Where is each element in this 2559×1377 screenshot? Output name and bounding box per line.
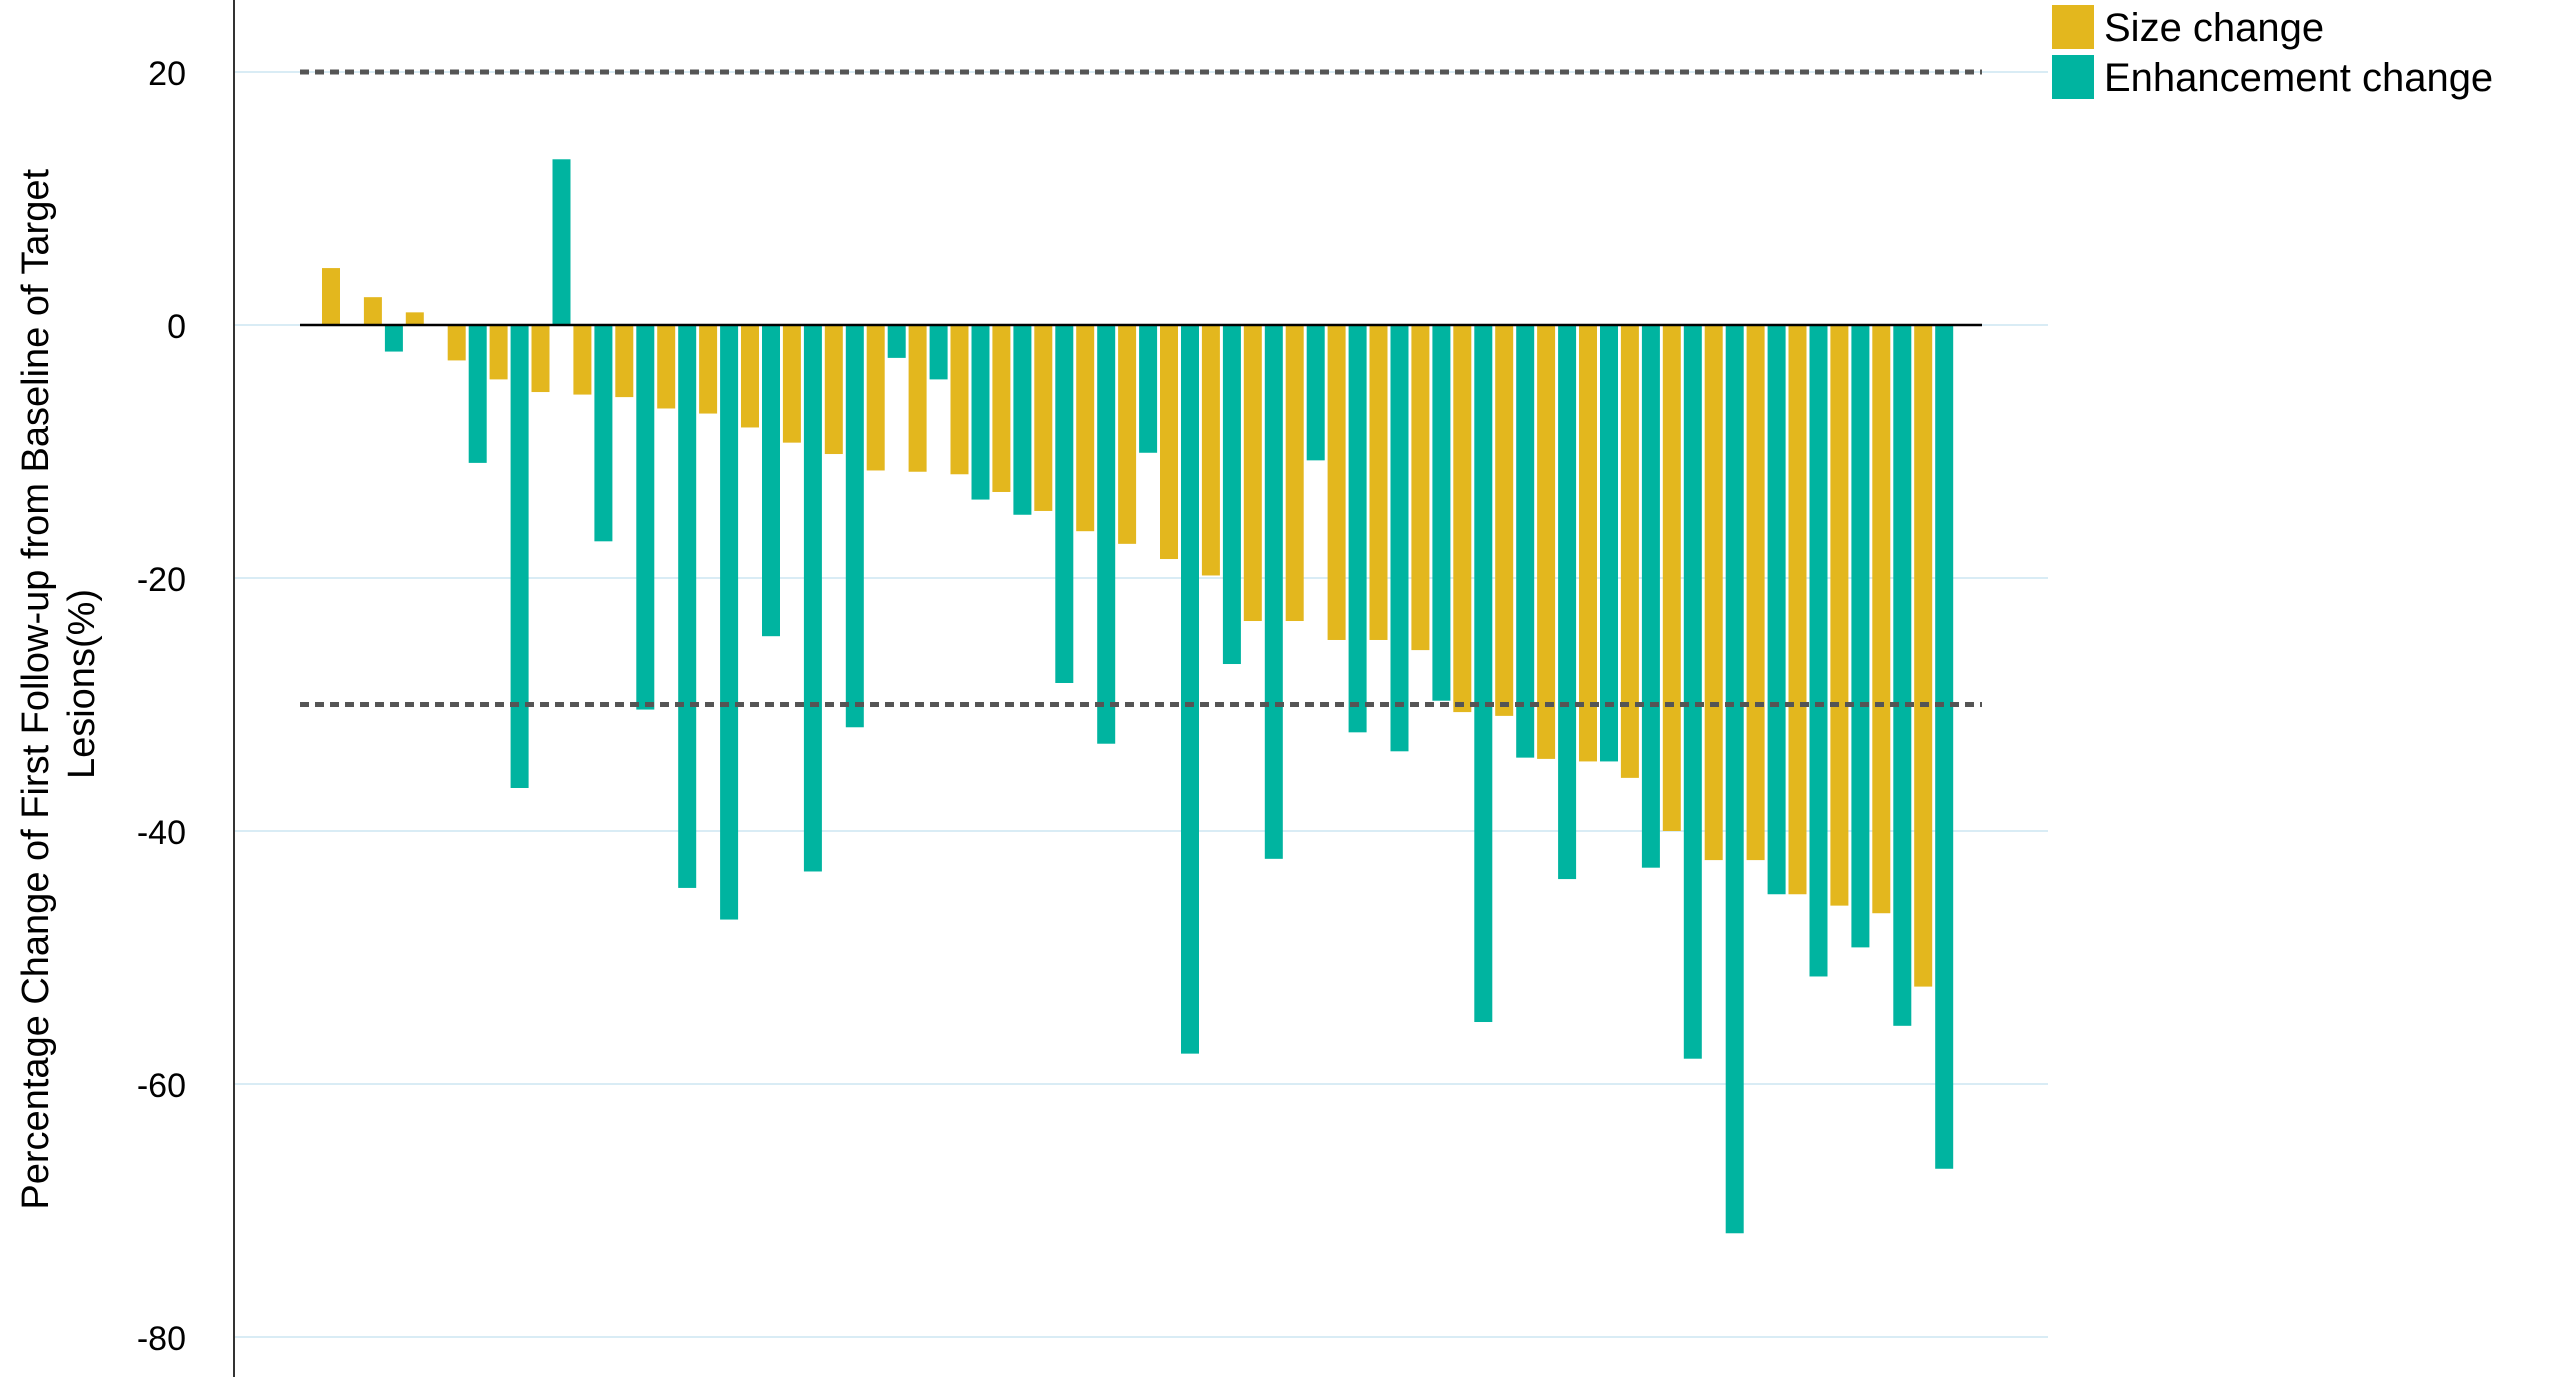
bar-size-change bbox=[1620, 325, 1639, 778]
bar-enhancement-change bbox=[1600, 325, 1618, 762]
bar-enhancement-change bbox=[1222, 325, 1241, 665]
bar-enhancement-change bbox=[1725, 325, 1744, 1234]
y-axis-title-line-2: Lesions(%) bbox=[61, 589, 103, 779]
bar-size-change bbox=[573, 325, 592, 395]
bar-enhancement-change bbox=[1893, 325, 1912, 1026]
bar-enhancement-change bbox=[1348, 325, 1367, 733]
y-tick-label: -60 bbox=[137, 1067, 186, 1105]
bar-size-change bbox=[1118, 325, 1137, 544]
legend: Size change Enhancement change bbox=[2052, 5, 2493, 100]
bar-size-change bbox=[824, 325, 843, 455]
bar-enhancement-change bbox=[1641, 325, 1660, 868]
bar-enhancement-change bbox=[1055, 325, 1074, 683]
bar-enhancement-change bbox=[1013, 325, 1032, 515]
bar-size-change bbox=[1788, 325, 1807, 895]
bar-enhancement-change bbox=[887, 325, 906, 358]
bar-enhancement-change bbox=[1558, 325, 1577, 880]
bar-size-change bbox=[1201, 325, 1220, 576]
bar-size-change bbox=[1369, 325, 1388, 640]
bar-size-change bbox=[1034, 325, 1053, 511]
bar-size-change bbox=[950, 325, 969, 475]
bar-size-change bbox=[657, 325, 676, 409]
bar-size-change bbox=[531, 325, 550, 393]
bar-size-change bbox=[1327, 325, 1346, 640]
bar-enhancement-change bbox=[720, 325, 739, 920]
bar-enhancement-change bbox=[762, 325, 780, 637]
bar-enhancement-change bbox=[1516, 325, 1535, 758]
legend-label-size-change: Size change bbox=[2104, 6, 2324, 50]
bar-size-change bbox=[1537, 325, 1556, 759]
y-axis-title: Percentage Change of First Follow-up fro… bbox=[15, 158, 103, 1209]
bar-enhancement-change bbox=[384, 325, 403, 352]
bar-size-change bbox=[1076, 325, 1095, 532]
y-axis-title-line-1: Percentage Change of First Follow-up fro… bbox=[15, 169, 57, 1210]
y-tick-label: -20 bbox=[137, 561, 186, 599]
y-tick-label: 0 bbox=[167, 308, 186, 346]
bar-enhancement-change bbox=[1767, 325, 1786, 895]
y-tick-label: -80 bbox=[137, 1320, 186, 1358]
legend-swatch-size-change bbox=[2052, 5, 2094, 49]
bar-size-change bbox=[1704, 325, 1723, 861]
bar-size-change bbox=[405, 312, 424, 325]
bar-enhancement-change bbox=[1139, 325, 1158, 453]
bar-size-change bbox=[1914, 325, 1933, 987]
bars bbox=[300, 159, 1982, 1234]
bar-enhancement-change bbox=[1432, 325, 1451, 701]
bar-enhancement-change bbox=[552, 159, 571, 325]
bar-size-change bbox=[1872, 325, 1891, 914]
bar-enhancement-change bbox=[1851, 325, 1870, 948]
y-tick-label: 20 bbox=[148, 55, 186, 93]
bar-size-change bbox=[1662, 325, 1681, 831]
bar-enhancement-change bbox=[1306, 325, 1325, 461]
bar-enhancement-change bbox=[1181, 325, 1199, 1054]
bar-size-change bbox=[866, 325, 885, 471]
bar-size-change bbox=[1453, 325, 1472, 713]
bar-size-change bbox=[1830, 325, 1849, 906]
bar-size-change bbox=[615, 325, 634, 398]
bar-size-change bbox=[447, 325, 466, 361]
legend-label-enhancement-change: Enhancement change bbox=[2104, 56, 2493, 100]
y-tick-label: -40 bbox=[137, 814, 186, 852]
bar-size-change bbox=[1411, 325, 1430, 651]
bar-size-change bbox=[1160, 325, 1178, 560]
bar-enhancement-change bbox=[594, 325, 613, 542]
legend-swatch-enhancement-change bbox=[2052, 55, 2094, 99]
bar-size-change bbox=[782, 325, 801, 443]
bar-size-change bbox=[699, 325, 718, 414]
bar-size-change bbox=[363, 297, 382, 325]
bar-enhancement-change bbox=[510, 325, 529, 788]
bar-enhancement-change bbox=[636, 325, 655, 710]
bar-size-change bbox=[741, 325, 759, 428]
bar-enhancement-change bbox=[1809, 325, 1828, 977]
bar-size-change bbox=[1243, 325, 1262, 622]
bar-enhancement-change bbox=[1935, 325, 1954, 1169]
bar-enhancement-change bbox=[1474, 325, 1493, 1023]
bar-size-change bbox=[992, 325, 1011, 492]
bar-enhancement-change bbox=[1390, 325, 1409, 752]
bar-enhancement-change bbox=[468, 325, 487, 463]
bar-enhancement-change bbox=[678, 325, 697, 888]
bar-enhancement-change bbox=[845, 325, 864, 728]
bar-size-change bbox=[1495, 325, 1514, 716]
bar-enhancement-change bbox=[803, 325, 822, 872]
bar-size-change bbox=[908, 325, 927, 472]
y-tick-labels: 20 0 -20 -40 -60 -80 bbox=[137, 55, 186, 1358]
bar-enhancement-change bbox=[1097, 325, 1116, 744]
bar-enhancement-change bbox=[1683, 325, 1702, 1059]
bar-size-change bbox=[1746, 325, 1765, 861]
bar-size-change bbox=[489, 325, 508, 380]
bar-enhancement-change bbox=[971, 325, 990, 500]
bar-size-change bbox=[1579, 325, 1597, 762]
bar-size-change bbox=[1285, 325, 1304, 622]
bar-enhancement-change bbox=[1264, 325, 1283, 859]
reference-lines bbox=[300, 69, 1982, 707]
bar-enhancement-change bbox=[929, 325, 948, 380]
bar-size-change bbox=[322, 268, 340, 325]
